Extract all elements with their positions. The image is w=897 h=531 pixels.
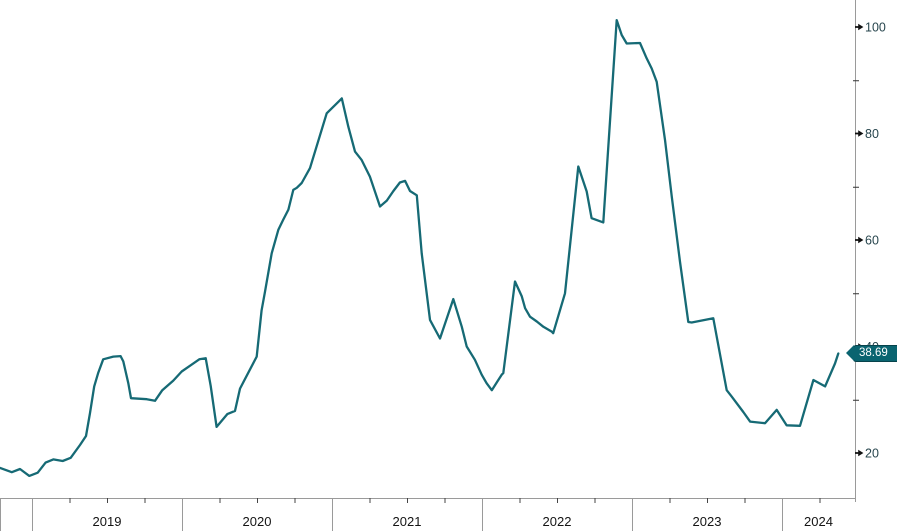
price-line [0, 18, 840, 478]
year-label: 2021 [393, 514, 422, 529]
y-tick-label: 20 [865, 447, 879, 461]
year-label: 2022 [543, 514, 572, 529]
year-label: 2019 [93, 514, 122, 529]
y-tick-arrow-icon [855, 130, 864, 137]
y-tick-label: 100 [865, 21, 886, 35]
badge-value: 38.69 [859, 347, 888, 359]
y-tick-label: 80 [865, 127, 879, 141]
y-tick-arrow-icon [855, 23, 864, 31]
y-tick-arrow-icon [855, 236, 864, 244]
y-tick-label: 60 [865, 234, 879, 248]
y-tick-arrow-icon [855, 449, 864, 457]
last-value-badge: 38.69 [846, 345, 897, 362]
year-label: 2023 [693, 514, 722, 529]
badge-arrow-icon [846, 345, 854, 361]
year-label: 2020 [243, 514, 272, 529]
year-label: 2024 [804, 514, 833, 529]
